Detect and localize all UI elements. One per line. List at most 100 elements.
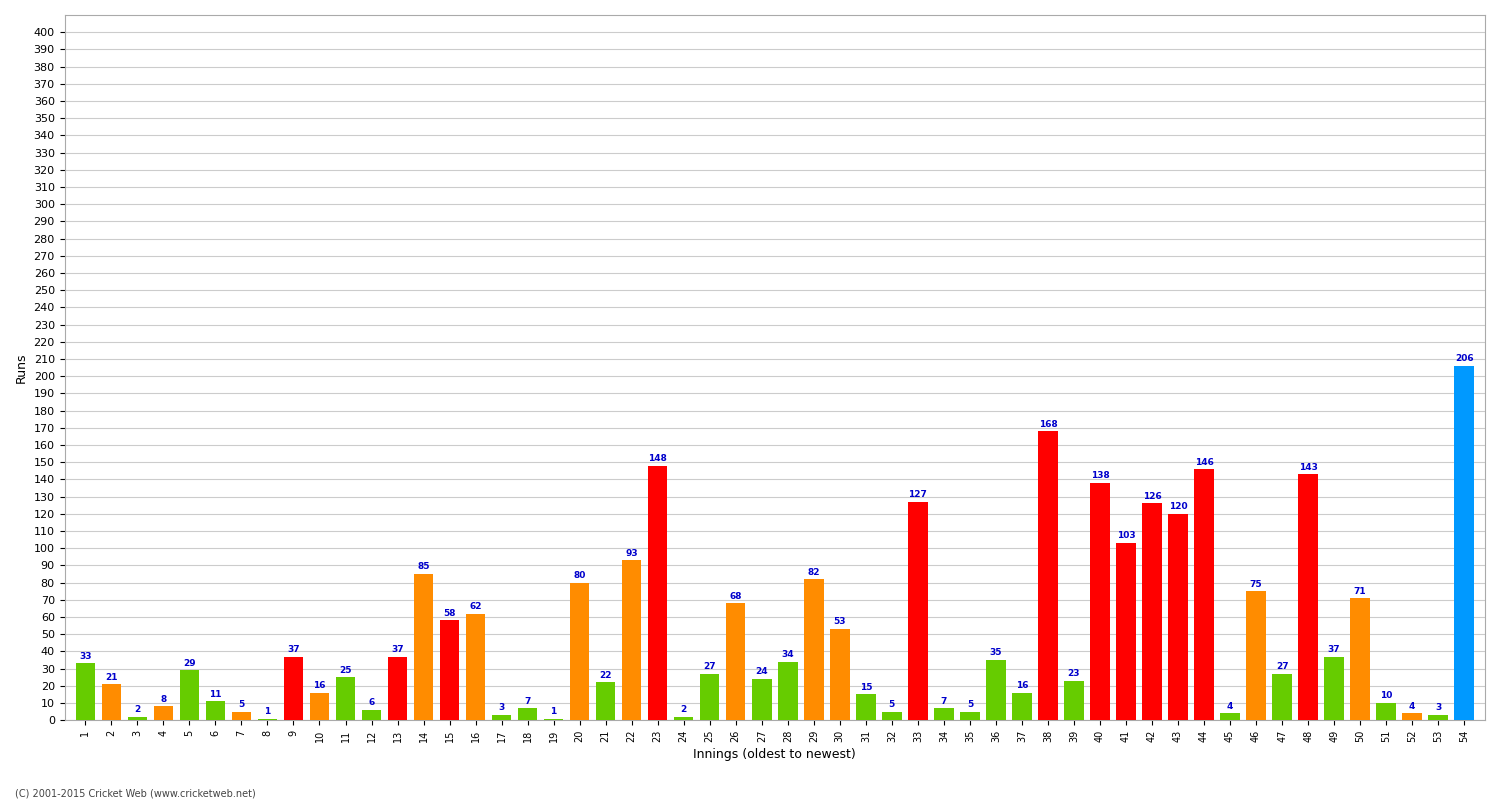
Text: 3: 3	[1436, 703, 1442, 713]
Bar	[622, 560, 642, 720]
Bar	[752, 679, 771, 720]
Text: 58: 58	[444, 609, 456, 618]
Bar	[1299, 474, 1318, 720]
Bar	[180, 670, 200, 720]
Text: 1: 1	[264, 707, 270, 716]
Text: 7: 7	[525, 697, 531, 706]
Text: 143: 143	[1299, 462, 1317, 472]
Text: 5: 5	[238, 700, 244, 709]
Bar	[1377, 703, 1396, 720]
Text: 146: 146	[1194, 458, 1214, 466]
Bar	[128, 717, 147, 720]
Text: 126: 126	[1143, 492, 1161, 501]
Bar	[1350, 598, 1370, 720]
Bar	[1428, 715, 1448, 720]
Bar	[102, 684, 122, 720]
Bar	[1038, 431, 1058, 720]
Bar	[1246, 591, 1266, 720]
Text: 138: 138	[1090, 471, 1110, 480]
Bar	[336, 678, 356, 720]
Y-axis label: Runs: Runs	[15, 352, 28, 383]
Bar	[492, 715, 512, 720]
Text: 103: 103	[1116, 531, 1136, 541]
Bar	[388, 657, 408, 720]
Text: 33: 33	[80, 652, 92, 661]
Bar	[1402, 714, 1422, 720]
Text: 16: 16	[314, 681, 326, 690]
Bar	[544, 718, 564, 720]
Bar	[1090, 483, 1110, 720]
Bar	[518, 708, 537, 720]
Bar	[414, 574, 434, 720]
Text: 75: 75	[1250, 580, 1263, 589]
Text: 23: 23	[1068, 669, 1080, 678]
Bar	[674, 717, 693, 720]
Text: 22: 22	[600, 671, 612, 680]
Bar	[1455, 366, 1474, 720]
Bar	[1221, 714, 1240, 720]
Bar	[231, 712, 251, 720]
Bar	[1272, 674, 1292, 720]
Text: 34: 34	[782, 650, 794, 659]
Text: 53: 53	[834, 618, 846, 626]
Text: 7: 7	[940, 697, 946, 706]
Bar	[206, 702, 225, 720]
Bar	[75, 663, 94, 720]
Bar	[284, 657, 303, 720]
Text: 37: 37	[286, 645, 300, 654]
Bar	[596, 682, 615, 720]
Bar	[1013, 693, 1032, 720]
Bar	[804, 579, 824, 720]
Text: 24: 24	[756, 667, 768, 676]
Text: 62: 62	[470, 602, 482, 611]
Bar	[908, 502, 927, 720]
Bar	[258, 718, 278, 720]
Text: 80: 80	[573, 571, 586, 580]
Text: 168: 168	[1038, 420, 1058, 429]
Text: 82: 82	[807, 567, 820, 577]
Bar	[986, 660, 1005, 720]
Bar	[726, 603, 746, 720]
Bar	[466, 614, 486, 720]
Text: 8: 8	[160, 695, 166, 704]
Text: 4: 4	[1408, 702, 1416, 710]
Text: 85: 85	[417, 562, 430, 571]
Bar	[1064, 681, 1083, 720]
Bar	[153, 706, 173, 720]
Text: 93: 93	[626, 549, 638, 558]
Bar	[700, 674, 720, 720]
Text: 3: 3	[498, 703, 504, 713]
Text: 10: 10	[1380, 691, 1392, 701]
Text: 127: 127	[909, 490, 927, 499]
Text: 16: 16	[1016, 681, 1028, 690]
Bar	[648, 466, 668, 720]
Text: 2: 2	[134, 706, 141, 714]
Text: 35: 35	[990, 649, 1002, 658]
Bar	[830, 629, 849, 720]
Bar	[1194, 469, 1214, 720]
Bar	[856, 694, 876, 720]
Bar	[309, 693, 328, 720]
Text: 25: 25	[339, 666, 352, 674]
Text: 27: 27	[704, 662, 716, 671]
Bar	[934, 708, 954, 720]
Bar	[960, 712, 980, 720]
Text: 120: 120	[1168, 502, 1188, 511]
Text: 68: 68	[729, 592, 742, 601]
Bar	[1142, 503, 1162, 720]
Text: (C) 2001-2015 Cricket Web (www.cricketweb.net): (C) 2001-2015 Cricket Web (www.cricketwe…	[15, 788, 255, 798]
Bar	[362, 710, 381, 720]
Text: 21: 21	[105, 673, 117, 682]
Text: 11: 11	[209, 690, 222, 698]
Bar	[570, 582, 590, 720]
Text: 37: 37	[392, 645, 404, 654]
X-axis label: Innings (oldest to newest): Innings (oldest to newest)	[693, 748, 856, 761]
Bar	[1168, 514, 1188, 720]
Text: 148: 148	[648, 454, 668, 463]
Text: 1: 1	[550, 707, 556, 716]
Bar	[1116, 543, 1136, 720]
Text: 6: 6	[369, 698, 375, 707]
Bar	[1324, 657, 1344, 720]
Bar	[778, 662, 798, 720]
Text: 2: 2	[681, 706, 687, 714]
